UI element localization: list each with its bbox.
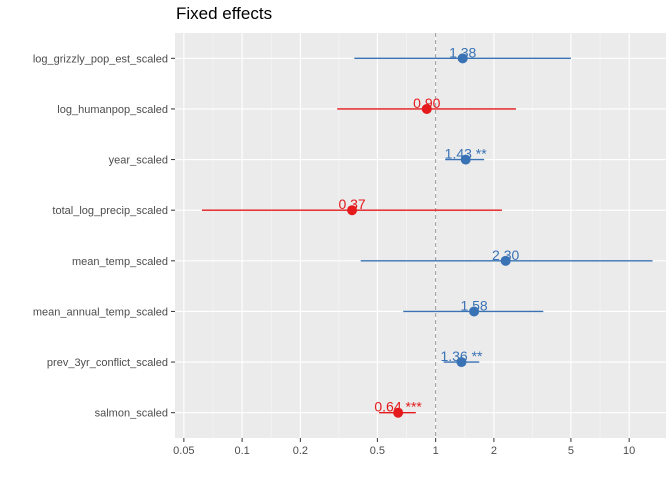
estimate-point: [460, 154, 471, 165]
x-tick-label: 0.2: [293, 445, 308, 457]
estimate-label: 2.30: [492, 247, 519, 263]
estimate-label: 0.90: [413, 95, 440, 111]
y-tick-label: total_log_precip_scaled: [52, 205, 168, 217]
y-tick-label: log_humanpop_scaled: [57, 104, 168, 116]
y-tick-label: prev_3yr_conflict_scaled: [47, 357, 168, 369]
y-tick-label: salmon_scaled: [95, 408, 168, 420]
x-tick-label: 5: [568, 445, 574, 457]
chart-title: Fixed effects: [176, 4, 273, 23]
estimate-label: 0.64 ***: [374, 399, 422, 415]
estimate-point: [347, 205, 358, 216]
plot-panel: [175, 33, 666, 438]
y-tick-label: log_grizzly_pop_est_scaled: [33, 53, 168, 65]
estimate-label: 1.36 **: [440, 348, 483, 364]
y-tick-label: mean_annual_temp_scaled: [33, 306, 168, 318]
x-tick-label: 1: [433, 445, 439, 457]
estimate-point: [457, 53, 468, 64]
x-tick-label: 0.05: [173, 445, 194, 457]
estimate-label: 0.37: [338, 196, 365, 212]
estimate-point: [421, 103, 432, 114]
estimate-label: 1.58: [460, 297, 487, 313]
estimate-label: 1.38: [449, 44, 476, 60]
x-tick-label: 0.5: [370, 445, 385, 457]
y-tick-label: year_scaled: [109, 155, 168, 167]
estimate-point: [393, 407, 404, 418]
estimate-point: [456, 357, 467, 368]
y-tick-label: mean_temp_scaled: [72, 256, 168, 268]
estimate-label: 1.43 **: [445, 146, 488, 162]
x-tick-label: 2: [491, 445, 497, 457]
x-tick-label: 0.1: [234, 445, 249, 457]
x-tick-label: 10: [623, 445, 635, 457]
estimate-point: [500, 255, 511, 266]
estimate-point: [469, 306, 480, 317]
